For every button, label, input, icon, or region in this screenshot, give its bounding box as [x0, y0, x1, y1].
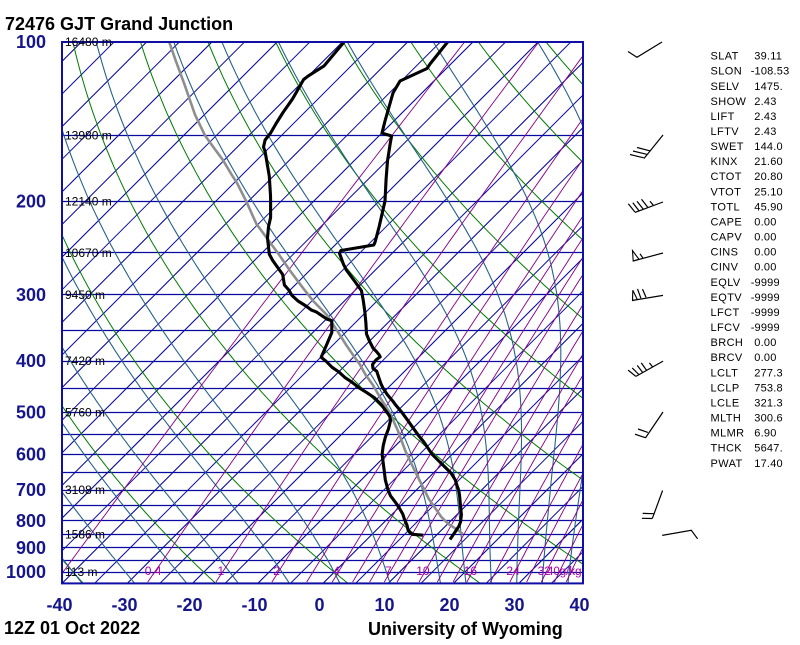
svg-text:2.43: 2.43	[754, 111, 776, 123]
svg-text:6.90: 6.90	[754, 428, 776, 440]
svg-text:12140 m: 12140 m	[65, 195, 112, 209]
svg-text:5647.: 5647.	[754, 443, 783, 455]
svg-text:LFTV: LFTV	[711, 126, 740, 138]
svg-text:-10: -10	[241, 595, 267, 615]
svg-text:113 m: 113 m	[65, 565, 97, 579]
svg-text:400: 400	[16, 351, 46, 371]
svg-text:32: 32	[538, 564, 552, 578]
svg-text:MLMR: MLMR	[711, 428, 745, 440]
svg-text:4: 4	[333, 564, 340, 578]
svg-text:72476 GJT Grand Junction: 72476 GJT Grand Junction	[5, 14, 233, 34]
svg-text:25.10: 25.10	[754, 186, 783, 198]
svg-text:1: 1	[218, 564, 225, 578]
svg-text:321.3: 321.3	[754, 397, 783, 409]
svg-text:0.4: 0.4	[145, 564, 162, 578]
svg-text:900: 900	[16, 538, 46, 558]
svg-text:SLAT: SLAT	[711, 51, 739, 63]
svg-text:LCLP: LCLP	[711, 382, 740, 394]
svg-text:EQTV: EQTV	[711, 292, 743, 304]
svg-text:30: 30	[504, 595, 524, 615]
svg-text:0.00: 0.00	[754, 262, 776, 274]
svg-text:16: 16	[464, 564, 478, 578]
svg-text:0.00: 0.00	[754, 247, 776, 259]
svg-text:-9999: -9999	[751, 292, 780, 304]
svg-text:45.90: 45.90	[754, 201, 783, 213]
svg-text:CAPE: CAPE	[711, 217, 743, 229]
svg-text:PWAT: PWAT	[711, 458, 743, 470]
svg-text:SHOW: SHOW	[711, 96, 747, 108]
svg-text:SWET: SWET	[711, 141, 744, 153]
svg-text:-40: -40	[46, 595, 72, 615]
svg-text:BRCH: BRCH	[711, 337, 744, 349]
svg-text:0: 0	[314, 595, 324, 615]
svg-text:16480 m: 16480 m	[65, 35, 112, 49]
svg-text:University of Wyoming: University of Wyoming	[368, 619, 563, 639]
svg-text:-20: -20	[176, 595, 202, 615]
svg-text:10: 10	[374, 595, 394, 615]
svg-text:BRCV: BRCV	[711, 352, 743, 364]
svg-text:17.40: 17.40	[754, 458, 783, 470]
svg-text:LFCT: LFCT	[711, 307, 740, 319]
svg-text:600: 600	[16, 445, 46, 465]
svg-text:20: 20	[439, 595, 459, 615]
svg-text:200: 200	[16, 192, 46, 212]
svg-text:800: 800	[16, 511, 46, 531]
svg-text:LCLE: LCLE	[711, 397, 740, 409]
svg-text:TOTL: TOTL	[711, 201, 741, 213]
svg-text:CINS: CINS	[711, 247, 739, 259]
svg-text:1586 m: 1586 m	[65, 528, 105, 542]
svg-text:SLON: SLON	[711, 66, 743, 78]
svg-text:7420 m: 7420 m	[65, 354, 105, 368]
svg-text:144.0: 144.0	[754, 141, 783, 153]
svg-text:KINX: KINX	[711, 156, 739, 168]
svg-text:EQLV: EQLV	[711, 277, 741, 289]
svg-text:10670 m: 10670 m	[65, 246, 112, 260]
svg-text:-9999: -9999	[751, 322, 780, 334]
svg-text:3108 m: 3108 m	[65, 483, 105, 497]
svg-text:300.6: 300.6	[754, 413, 783, 425]
svg-text:10: 10	[416, 564, 430, 578]
svg-text:100: 100	[16, 32, 46, 52]
svg-text:24: 24	[506, 564, 520, 578]
svg-text:753.8: 753.8	[754, 382, 783, 394]
svg-text:21.60: 21.60	[754, 156, 783, 168]
svg-text:500: 500	[16, 403, 46, 423]
svg-text:277.3: 277.3	[754, 367, 783, 379]
svg-text:40g/kg: 40g/kg	[547, 566, 582, 578]
svg-text:39.11: 39.11	[754, 51, 782, 63]
svg-text:CAPV: CAPV	[711, 232, 743, 244]
svg-text:LCLT: LCLT	[711, 367, 739, 379]
svg-text:-9999: -9999	[751, 277, 780, 289]
svg-text:2.43: 2.43	[754, 126, 776, 138]
svg-text:0.00: 0.00	[754, 217, 776, 229]
svg-text:7: 7	[385, 564, 392, 578]
svg-text:2: 2	[273, 564, 280, 578]
svg-text:12Z 01 Oct 2022: 12Z 01 Oct 2022	[4, 618, 140, 638]
svg-text:0.00: 0.00	[754, 337, 776, 349]
svg-text:0.00: 0.00	[754, 352, 776, 364]
svg-text:9450 m: 9450 m	[65, 288, 105, 302]
svg-text:300: 300	[16, 285, 46, 305]
svg-text:1000: 1000	[6, 562, 46, 582]
svg-text:0.00: 0.00	[754, 232, 776, 244]
svg-text:LIFT: LIFT	[711, 111, 735, 123]
svg-text:MLTH: MLTH	[711, 413, 742, 425]
svg-text:VTOT: VTOT	[711, 186, 742, 198]
svg-text:SELV: SELV	[711, 81, 740, 93]
svg-text:700: 700	[16, 480, 46, 500]
svg-text:-108.53: -108.53	[751, 66, 790, 78]
svg-text:THCK: THCK	[711, 443, 743, 455]
svg-text:-30: -30	[111, 595, 137, 615]
svg-text:5760 m: 5760 m	[65, 406, 105, 420]
svg-text:-9999: -9999	[751, 307, 780, 319]
svg-text:13980 m: 13980 m	[65, 128, 112, 142]
svg-text:20.80: 20.80	[754, 171, 783, 183]
svg-text:40: 40	[569, 595, 589, 615]
svg-text:LFCV: LFCV	[711, 322, 741, 334]
svg-text:CINV: CINV	[711, 262, 739, 274]
svg-text:2.43: 2.43	[754, 96, 776, 108]
svg-text:1475.: 1475.	[754, 81, 783, 93]
svg-text:CTOT: CTOT	[711, 171, 742, 183]
